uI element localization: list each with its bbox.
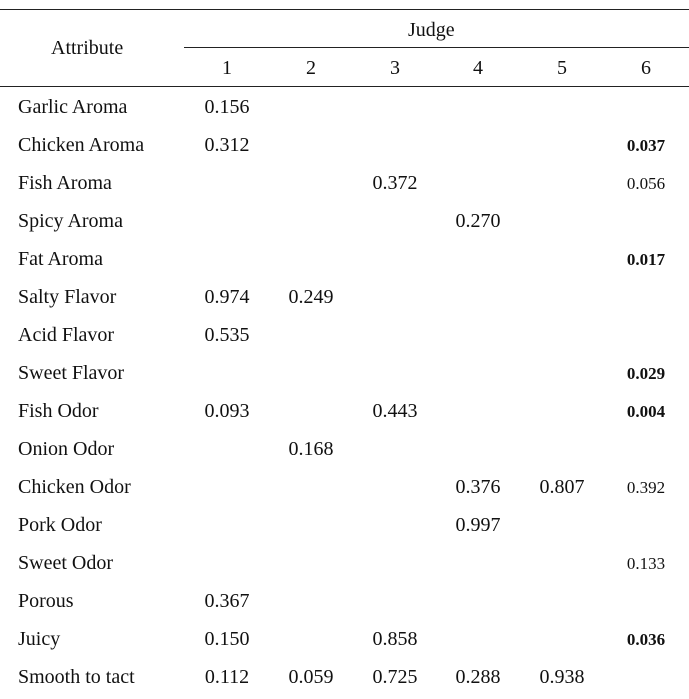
row-attribute-label: Spicy Aroma (18, 210, 123, 232)
table-cell: 0.392 (626, 478, 666, 497)
table-cell: 0.725 (372, 666, 418, 688)
table-cell: 0.059 (288, 666, 334, 688)
row-attribute-label: Smooth to tact (18, 666, 135, 688)
table-cell: 0.056 (626, 174, 666, 193)
table-cell: 0.367 (204, 590, 250, 612)
table-cell: 0.974 (204, 286, 250, 308)
judge-column-header: 6 (641, 57, 651, 79)
table-cell: 0.112 (204, 666, 250, 688)
row-attribute-label: Chicken Odor (18, 476, 131, 498)
table-cell: 0.029 (626, 364, 666, 383)
table-cell: 0.938 (539, 666, 585, 688)
table-cell: 0.150 (204, 628, 250, 650)
row-attribute-label: Chicken Aroma (18, 134, 145, 156)
table-cell: 0.376 (455, 476, 501, 498)
row-attribute-label: Juicy (18, 628, 61, 650)
table-cell: 0.372 (372, 172, 418, 194)
judge-column-header: 1 (222, 57, 232, 79)
table-cell: 0.133 (626, 554, 666, 573)
table-cell: 0.249 (288, 286, 334, 308)
row-attribute-label: Salty Flavor (18, 286, 117, 308)
row-attribute-label: Porous (18, 590, 74, 612)
row-attribute-label: Onion Odor (18, 438, 115, 460)
table-cell: 0.858 (372, 628, 418, 650)
row-attribute-label: Sweet Odor (18, 552, 113, 574)
judge-column-header: 5 (557, 57, 567, 79)
judge-column-header: 2 (306, 57, 316, 79)
row-attribute-label: Sweet Flavor (18, 362, 125, 384)
table-cell: 0.807 (539, 476, 585, 498)
table-cell: 0.270 (455, 210, 501, 232)
row-attribute-label: Fish Aroma (18, 172, 112, 194)
table-cell: 0.443 (372, 400, 418, 422)
table-cell: 0.093 (204, 400, 250, 422)
judge-group-rule (184, 47, 689, 48)
row-attribute-label: Pork Odor (18, 514, 102, 536)
row-attribute-label: Fat Aroma (18, 248, 103, 270)
table-cell: 0.997 (455, 514, 501, 536)
top-rule (0, 9, 689, 10)
table-cell: 0.156 (204, 96, 250, 118)
table-cell: 0.037 (626, 136, 666, 155)
row-attribute-label: Garlic Aroma (18, 96, 128, 118)
table-cell: 0.168 (288, 438, 334, 460)
header-bottom-rule (0, 86, 689, 87)
table-cell: 0.036 (626, 630, 666, 649)
judge-column-header: 3 (390, 57, 400, 79)
row-attribute-label: Fish Odor (18, 400, 99, 422)
table-cell: 0.004 (626, 402, 666, 421)
attribute-header: Attribute (51, 37, 124, 59)
judge-column-header: 4 (473, 57, 483, 79)
table-cell: 0.288 (455, 666, 501, 688)
row-attribute-label: Acid Flavor (18, 324, 115, 346)
table-cell: 0.535 (204, 324, 250, 346)
judge-group-header: Judge (408, 19, 455, 41)
table-cell: 0.017 (626, 250, 666, 269)
table-cell: 0.312 (204, 134, 250, 156)
